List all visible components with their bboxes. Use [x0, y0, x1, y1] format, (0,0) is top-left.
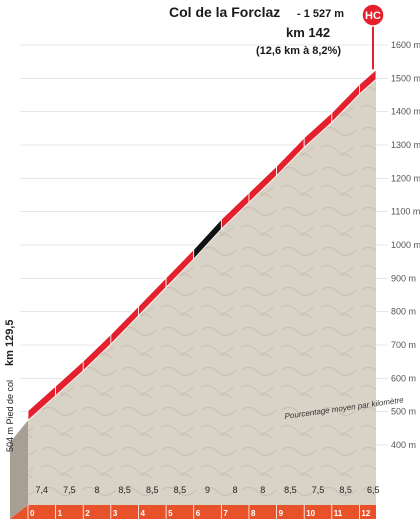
grade-label: 8,5 — [284, 485, 297, 495]
grade-label: 9 — [205, 485, 210, 495]
elevation-tick-label: 1300 m — [391, 140, 420, 150]
profile-area — [28, 79, 376, 506]
elevation-tick-label: 600 m — [391, 373, 416, 383]
grade-label: 8,5 — [146, 485, 159, 495]
elevation-tick-label: 1400 m — [391, 107, 420, 117]
km-tick-label: 12 — [361, 509, 370, 518]
km-tick-label: 7 — [223, 509, 228, 518]
km-tick-label: 6 — [196, 509, 201, 518]
km-tick-label: 3 — [113, 509, 118, 518]
profile-top-stripe — [27, 68, 377, 422]
km-tick-label: 10 — [306, 509, 315, 518]
grade-label: 7,5 — [312, 485, 325, 495]
km-tick-label: 2 — [85, 509, 90, 518]
grade-label: 7,4 — [36, 485, 49, 495]
start-km: km 129,5 — [4, 320, 16, 366]
elevation-tick-label: 900 m — [391, 273, 416, 283]
elevation-tick-label: 800 m — [391, 307, 416, 317]
badge-circle — [361, 3, 385, 27]
km-tick-label: 1 — [58, 509, 63, 518]
col-name: Col de la Forclaz — [169, 4, 280, 20]
km-tick-label: 0 — [30, 509, 35, 518]
col-altitude: - 1 527 m — [297, 8, 344, 20]
km-tick-label: 9 — [279, 509, 284, 518]
km-tick-label: 4 — [140, 509, 145, 518]
km-tick-label: 5 — [168, 509, 173, 518]
grade-label: 6,5 — [367, 485, 380, 495]
km-label: km 142 — [286, 25, 330, 40]
km-tick-label: 11 — [334, 509, 343, 518]
elevation-axis: 400 m 500 m 600 m 700 m 800 m 900 m 1000 m 1100… — [391, 40, 420, 450]
elevation-tick-label: 1600 m — [391, 40, 420, 50]
grade-label: 8 — [260, 485, 265, 495]
km-tick-label: 8 — [251, 509, 256, 518]
profile-top-edge — [27, 68, 377, 411]
grade-label: 7,5 — [63, 485, 76, 495]
grade-labels: 7,4 7,5 8 8,5 8,5 8,5 9 8 8 8,5 7,5 8,5 6,5 — [36, 485, 380, 495]
elevation-tick-label: 400 m — [391, 440, 416, 450]
elevation-tick-label: 1000 m — [391, 240, 420, 250]
grade-label: 8 — [233, 485, 238, 495]
climb-stats: (12,6 km à 8,2%) — [256, 45, 341, 57]
elevation-tick-label: 700 m — [391, 340, 416, 350]
start-info: 504 m Pied de col — [5, 380, 15, 452]
elevation-tick-label: 1100 m — [391, 207, 420, 217]
badge-text: HC — [365, 10, 381, 22]
grade-label: 8 — [95, 485, 100, 495]
km-base-bar: 0 1 2 3 4 5 6 7 8 9 10 11 12 — [10, 505, 376, 519]
elevation-tick-label: 500 m — [391, 407, 416, 417]
elevation-tick-label: 1200 m — [391, 173, 420, 183]
grade-label: 8,5 — [339, 485, 352, 495]
elevation-tick-label: 1500 m — [391, 73, 420, 83]
grade-label: 8,5 — [118, 485, 131, 495]
grade-label: 8,5 — [174, 485, 187, 495]
profile-left-edge — [10, 420, 28, 519]
base-bar — [10, 505, 376, 519]
category-badge: HC — [361, 3, 385, 27]
